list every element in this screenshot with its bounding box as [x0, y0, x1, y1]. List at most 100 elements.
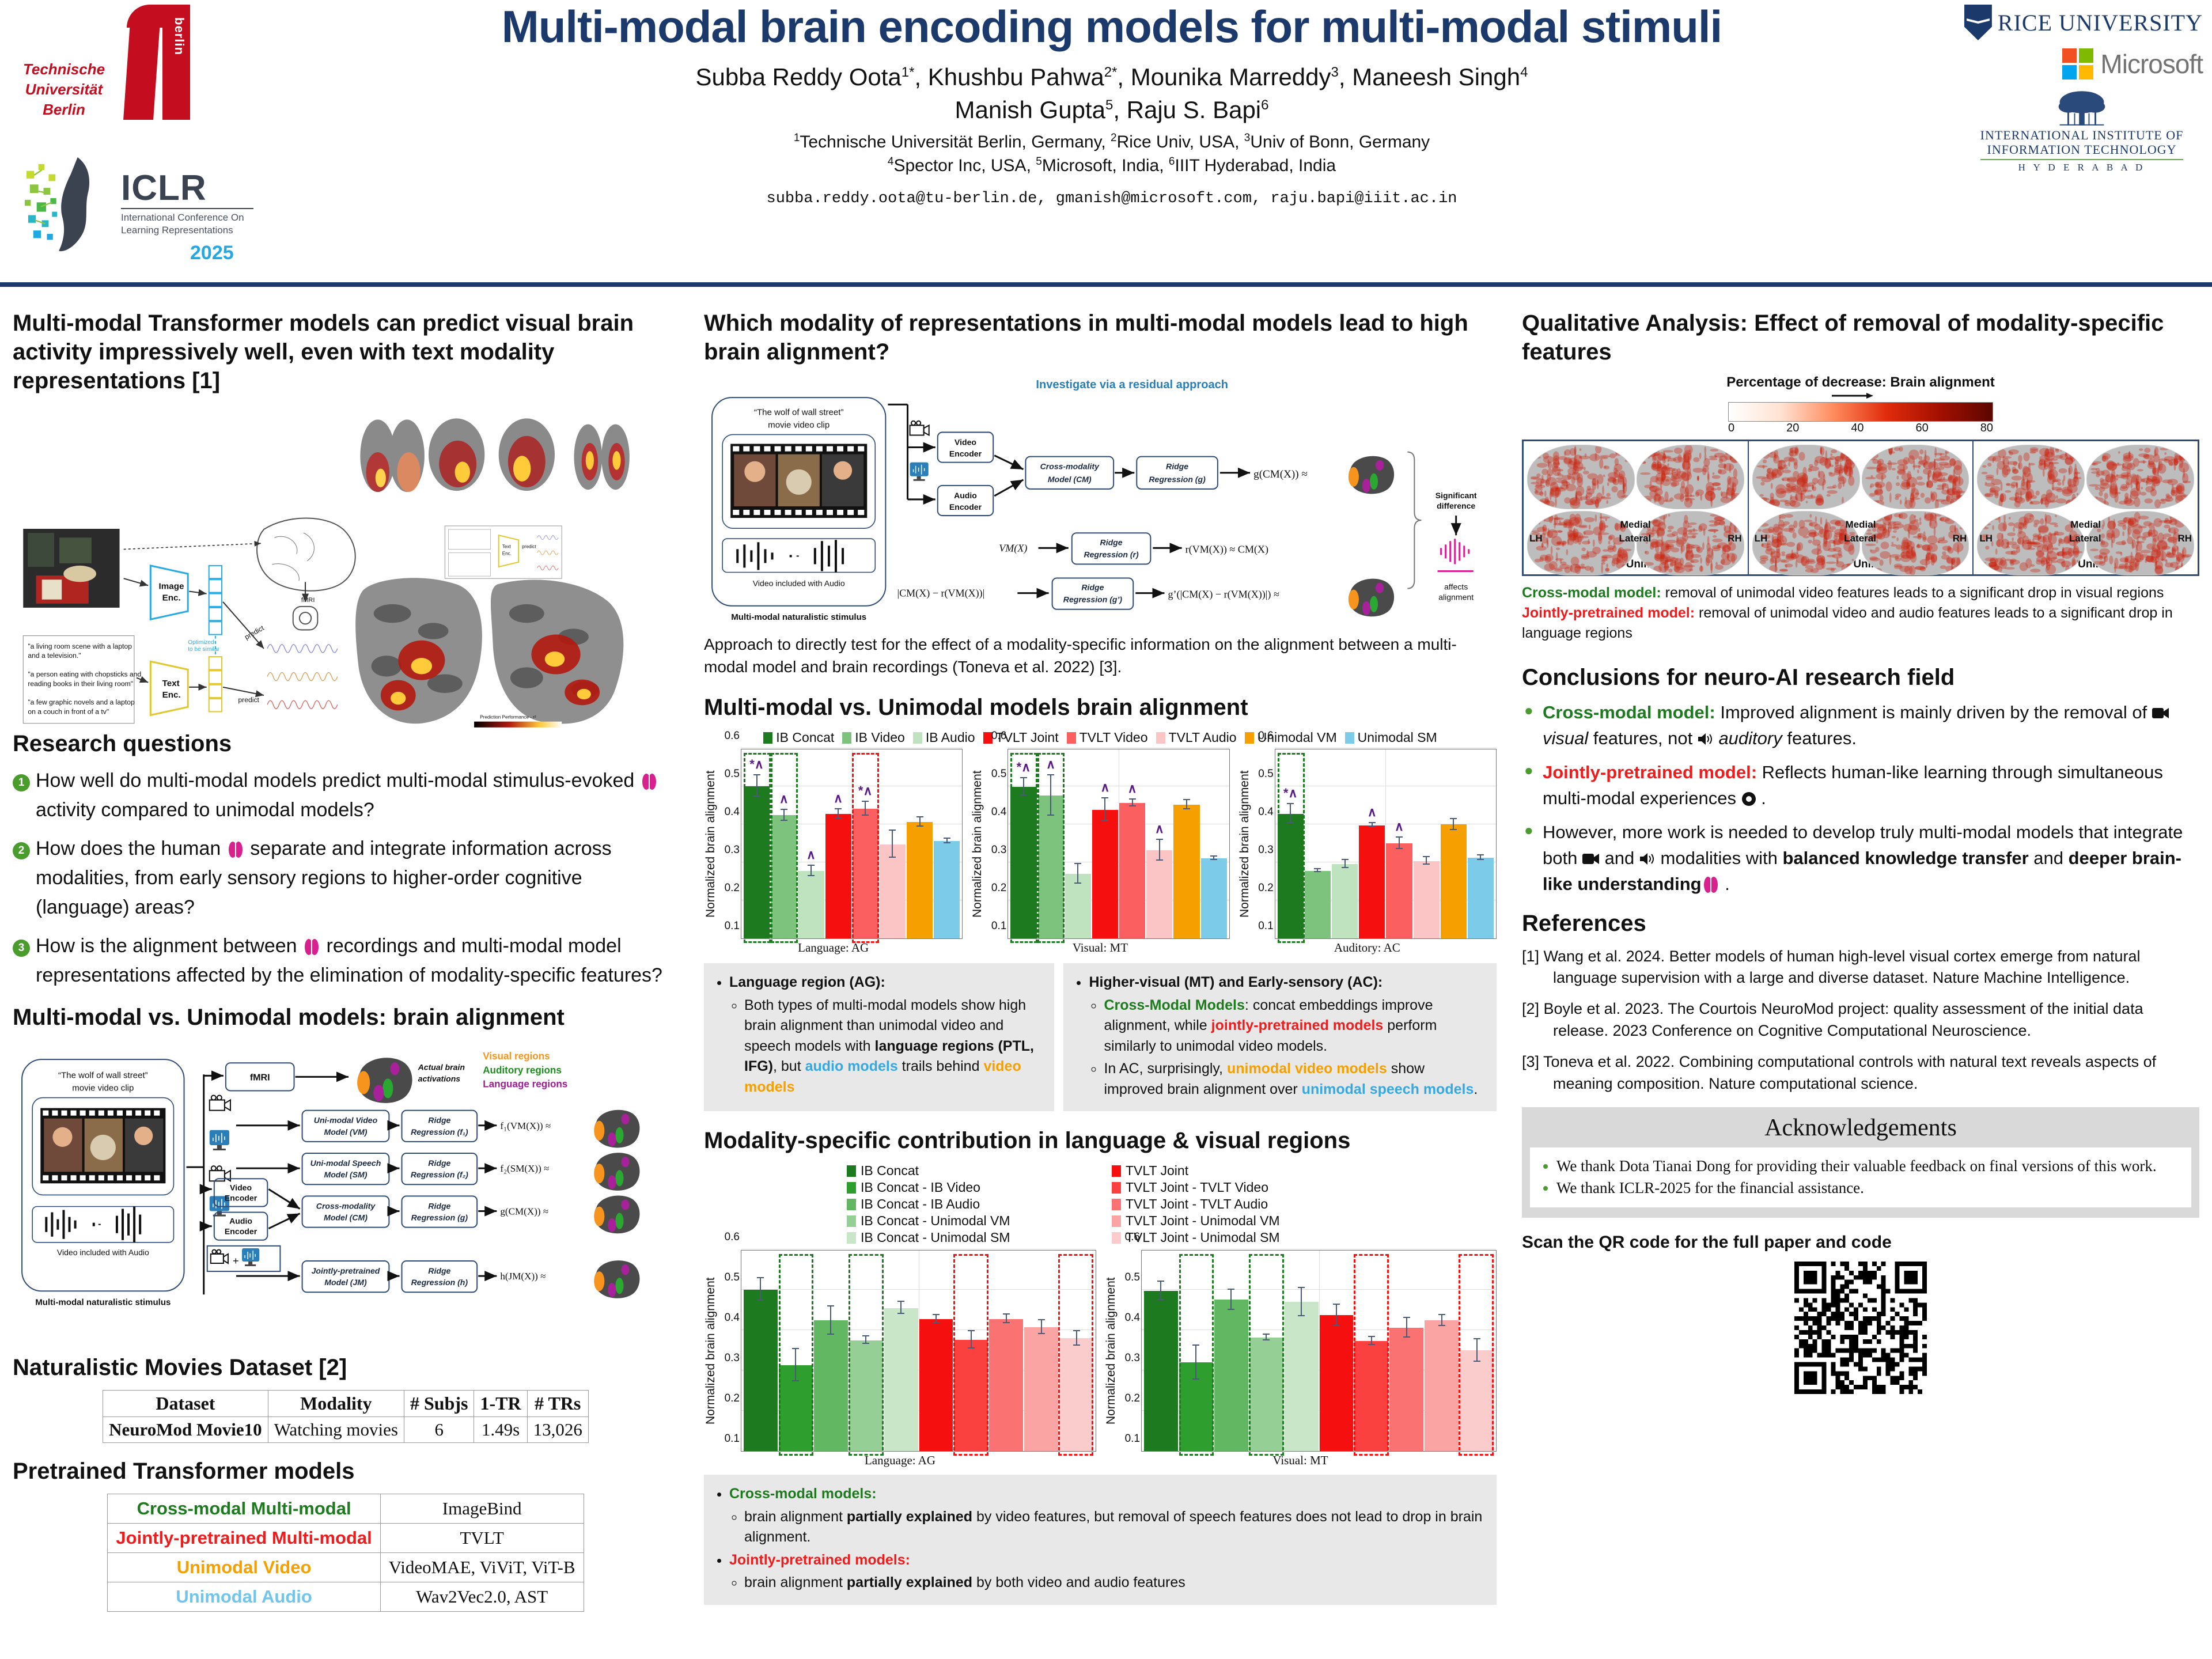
svg-text:Multi-modal naturalistic stimu: Multi-modal naturalistic stimulus	[35, 1297, 171, 1307]
hemisphere-rh-1: RH	[1952, 533, 1967, 544]
significance-marker: ∧	[1394, 819, 1404, 834]
svg-text:Video: Video	[230, 1183, 252, 1192]
research-question-2: 2 How does the human separate and integra…	[13, 834, 679, 922]
banyan-tree-icon	[2058, 91, 2105, 126]
notes-right-head: Higher-visual (MT) and Early-sensory (AC…	[1089, 974, 1383, 991]
table-row: Cross-modal Multi-modal ImageBind	[107, 1494, 584, 1524]
view-lateral-0: Lateral	[1619, 533, 1652, 544]
rq-text-2: How does the human separate and integrat…	[36, 838, 612, 918]
model-label-0: Cross-modal Multi-modal	[107, 1494, 381, 1524]
conclusion-1-c: features, not	[1588, 728, 1698, 748]
conclusions-title: Conclusions for neuro-AI research field	[1522, 665, 1955, 690]
y-axis-ticks: 0.1 0.2 0.3 0.4 0.5 0.6	[718, 1231, 741, 1452]
svg-text:predict: predict	[522, 544, 536, 549]
significance-marker: ∧	[1100, 780, 1110, 795]
qr-code[interactable]	[1794, 1261, 1927, 1394]
plot-area	[1141, 1249, 1497, 1456]
ytick-0.4: 0.4	[991, 806, 1007, 819]
svg-text:"a few graphic novels and a la: "a few graphic novels and a laptop	[28, 698, 135, 706]
reference-3: [3] Toneva et al. 2022. Combining comput…	[1522, 1052, 2157, 1092]
svg-text:Visual regions: Visual regions	[483, 1051, 550, 1062]
pretrained-models-table: Cross-modal Multi-modal ImageBind Jointly-…	[107, 1494, 584, 1612]
legend2-swatch-7	[1112, 1198, 1121, 1210]
significance-marker: ∧	[779, 791, 789, 806]
legend2-swatch-9	[1112, 1232, 1121, 1244]
brain-view-2-1	[2086, 445, 2195, 509]
conclusion-1-d: auditory	[1713, 728, 1782, 748]
legend2-swatch-8	[1112, 1215, 1121, 1227]
brain-map-panels: LH Lateral RH Medial IB Concat – Unimodal Vi…	[1522, 440, 2199, 576]
ytick-0.2: 0.2	[991, 882, 1007, 895]
svg-text:Enc.: Enc.	[502, 551, 512, 556]
notes-left-tail: trails behind	[897, 1058, 984, 1075]
tu-word-1: Technische	[22, 60, 105, 78]
dataset-header-0: Dataset	[103, 1390, 268, 1417]
legend-item-5: TVLT Audio	[1156, 730, 1237, 745]
significance-marker: *∧	[749, 757, 764, 772]
qual-red-body: removal of unimodal video and audio feat…	[1522, 605, 2173, 641]
svg-text:movie video clip: movie video clip	[768, 420, 830, 430]
svg-text:Model (SM): Model (SM)	[324, 1170, 368, 1179]
iclr-wordmark: ICLR International Conference On Learnin…	[113, 170, 253, 238]
conclusion-item-1: Cross-modal model: Improved alignment is…	[1522, 700, 2199, 752]
left-section2-title: Multi-modal vs. Unimodal models: brain a…	[13, 1005, 565, 1030]
plot-area: *∧ ∧ ∧	[1274, 748, 1497, 944]
brain-grid-2	[1977, 445, 2195, 575]
qual-green-body: removal of unimodal video features leads…	[1661, 585, 2164, 601]
tu-berlin-mark-word: berlin	[172, 17, 187, 55]
svg-text:g(CM(X)) ≈: g(CM(X)) ≈	[500, 1206, 548, 1217]
legend2-swatch-0	[847, 1165, 856, 1177]
svg-text:Encoder: Encoder	[225, 1193, 257, 1202]
legend-item-7: Unimodal SM	[1344, 730, 1437, 745]
colorbar-tick-1: 20	[1786, 422, 1800, 434]
chart-panel-auditory--ac: Normalized brain alignment 0.1 0.2 0.3 0.4 0.…	[1237, 730, 1497, 955]
iiit-rule	[1980, 158, 2184, 160]
residual-banner: Investigate via a residual approach	[1036, 378, 1228, 391]
svg-text:difference: difference	[1437, 501, 1475, 510]
acknowledgements-block: Acknowledgements We thank Dota Tianai Do…	[1522, 1107, 2199, 1218]
significance-marker: ∧	[1046, 757, 1056, 772]
svg-text:Encoder: Encoder	[949, 502, 982, 512]
research-questions-title: Research questions	[13, 731, 232, 756]
dataset-header-3: 1-TR	[474, 1390, 528, 1417]
y-axis-label: Normalized brain alignment	[971, 770, 984, 918]
iclr-rule	[121, 207, 253, 209]
legend-swatch-1	[842, 732, 852, 744]
svg-text:Actual brain: Actual brain	[418, 1062, 465, 1071]
svg-text:movie video clip: movie video clip	[72, 1083, 134, 1093]
legend2-item-7: TVLT Joint - TVLT Audio	[1112, 1196, 1354, 1212]
significance-marker: ∧	[834, 790, 843, 805]
brain-icon	[304, 935, 319, 955]
microsoft-wordmark: Microsoft	[2100, 49, 2203, 79]
legend2-label-4: IB Concat - Unimodal SM	[861, 1230, 1010, 1245]
notes-bottom-b1-pre: brain alignment	[744, 1508, 847, 1525]
y-axis-ticks: 0.1 0.2 0.3 0.4 0.5 0.6	[984, 730, 1007, 939]
hemisphere-lh-1: LH	[1754, 533, 1768, 544]
table-row: Unimodal Audio Wav2Vec2.0, AST	[107, 1582, 584, 1612]
svg-text:Language regions: Language regions	[483, 1078, 567, 1089]
table-row: Unimodal Video VideoMAE, ViViT, ViT-B	[107, 1552, 584, 1582]
legend2-item-2: IB Concat - IB Audio	[847, 1196, 1089, 1212]
figure-residual-approach: Investigate via a residual approach “The…	[704, 374, 1497, 628]
hemisphere-lh-2: LH	[1979, 533, 1993, 544]
legend2-item-1: IB Concat - IB Video	[847, 1180, 1089, 1195]
contact-emails[interactable]: subba.reddy.oota@tu-berlin.de, gmanish@m…	[766, 190, 1457, 208]
svg-text:g(CM(X)) ≈: g(CM(X)) ≈	[1253, 468, 1308, 480]
notes-right-b2-blue: unimodal speech models	[1301, 1081, 1474, 1097]
iclr-sub-1: International Conference On	[121, 211, 244, 223]
svg-text:Encoder: Encoder	[225, 1227, 257, 1236]
svg-text:Video: Video	[955, 438, 976, 447]
conclusion-2-head: Jointly-pretrained model:	[1543, 762, 1758, 782]
y-axis-ticks: 0.1 0.2 0.3 0.4 0.5 0.6	[718, 730, 741, 939]
brain-view-2-0	[1977, 445, 2085, 509]
notes-right-b1-green: Cross-Modal Models	[1104, 997, 1245, 1013]
notes-bottom-b1-post: by video features, but removal of speech…	[744, 1508, 1483, 1546]
dataset-cell-0-1: Watching movies	[267, 1416, 404, 1443]
brain-icon	[642, 770, 657, 790]
conclusion-1-head: Cross-modal model:	[1543, 702, 1715, 722]
author-list: Subba Reddy Oota1*, Khushbu Pahwa2*, Mou…	[300, 61, 1924, 126]
y-axis-label: Normalized brain alignment	[1237, 770, 1251, 918]
y-axis-label: Normalized brain alignment	[1104, 1277, 1118, 1425]
chart-panel-language--ag: Normalized brain alignment 0.1 0.2 0.3 0.4 0.…	[704, 1231, 1096, 1468]
ytick-0.1: 0.1	[1124, 1433, 1140, 1445]
